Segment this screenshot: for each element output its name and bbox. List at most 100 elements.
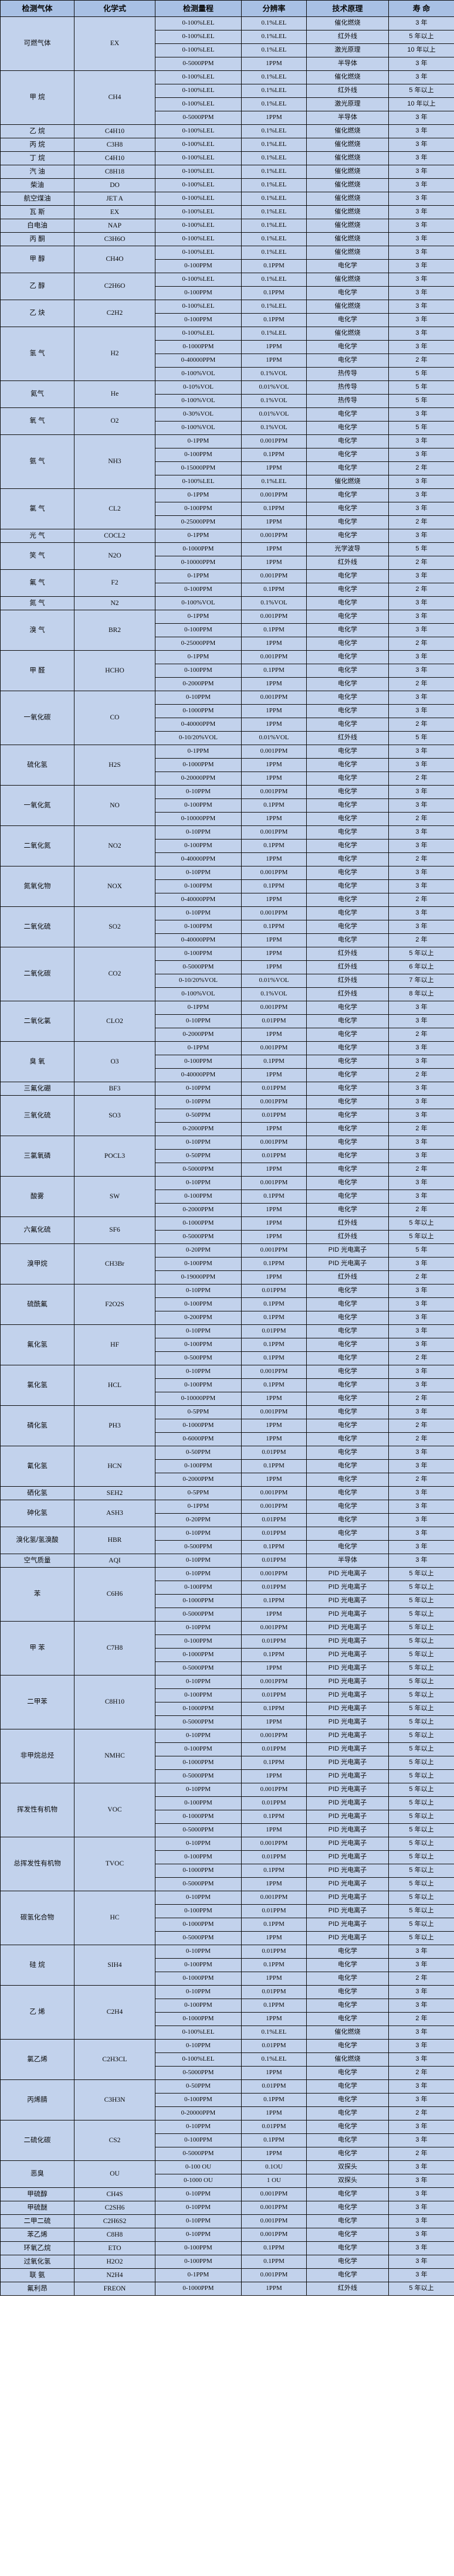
cell-life: 3 年 — [388, 448, 454, 462]
cell-life: 5 年以上 — [388, 1742, 454, 1756]
cell-range: 0-1PPM — [155, 569, 242, 583]
table-row: 0-5000PPM 1PPM PID 光电离子 5 年以上 — [1, 1608, 454, 1622]
cell-resolution: 1PPM — [241, 947, 307, 961]
cell-resolution: 0.1PPM — [241, 623, 307, 637]
cell-range: 0-10PPM — [155, 1176, 242, 1190]
cell-technology: PID 光电离子 — [306, 1742, 389, 1756]
cell-range: 0-100%LEL — [155, 30, 242, 44]
cell-range: 0-1PPM — [155, 1041, 242, 1055]
cell-technology: 催化燃烧 — [306, 300, 389, 314]
cell-resolution: 0.01PPM — [241, 1796, 307, 1810]
cell-range: 0-200PPM — [155, 1311, 242, 1325]
cell-range: 0-50PPM — [155, 1149, 242, 1163]
cell-resolution: 0.001PPM — [241, 1729, 307, 1743]
cell-resolution: 0.01PPM — [241, 1446, 307, 1460]
cell-gas: 一氧化氮 — [0, 785, 74, 826]
cell-range: 0-25000PPM — [155, 637, 242, 651]
cell-life: 3 年 — [388, 1405, 454, 1419]
cell-formula: SEH2 — [74, 1486, 155, 1500]
cell-resolution: 1PPM — [241, 57, 307, 71]
cell-resolution: 0.001PPM — [241, 1891, 307, 1905]
table-row: 0-5000PPM 1PPM PID 光电离子 5 年以上 — [1, 1823, 454, 1837]
cell-resolution: 0.001PPM — [241, 1567, 307, 1581]
cell-life: 5 年以上 — [388, 1823, 454, 1837]
cell-resolution: 0.01PPM — [241, 1581, 307, 1595]
cell-range: 0-2000PPM — [155, 1028, 242, 1042]
cell-technology: 电化学 — [306, 461, 389, 475]
table-row: 0-100PPM 0.01PPM PID 光电离子 5 年以上 — [1, 1634, 454, 1649]
cell-technology: PID 光电离子 — [306, 1796, 389, 1810]
cell-range: 0-20000PPM — [155, 772, 242, 786]
cell-range: 0-10PPM — [155, 1527, 242, 1541]
cell-range: 0-5000PPM — [155, 1823, 242, 1837]
cell-range: 0-10PPM — [155, 2228, 242, 2242]
table-row: 乙 醇 C2H6O 0-100%LEL 0.1%LEL 催化燃烧 3 年 — [0, 273, 454, 300]
cell-life: 6 年以上 — [388, 960, 454, 974]
cell-gas: 酸雾 — [0, 1176, 74, 1217]
cell-life: 3 年 — [388, 219, 454, 233]
table-row: 白电油 NAP 0-100%LEL 0.1%LEL 催化燃烧 3 年 — [0, 219, 454, 233]
table-row: 二甲二硫 C2H6S2 0-10PPM 0.001PPM 电化学 3 年 — [0, 2214, 454, 2228]
cell-life: 5 年以上 — [388, 1904, 454, 1918]
cell-resolution: 1PPM — [241, 515, 307, 529]
cell-resolution: 1PPM — [241, 1230, 307, 1244]
cell-life: 5 年以上 — [388, 1783, 454, 1797]
table-row: 可燃气体 EX 0-100%LEL 0.1%LEL 催化燃烧 3 年 — [0, 16, 454, 71]
cell-range: 0-100PPM — [155, 920, 242, 934]
cell-formula: C2H6O — [74, 273, 155, 300]
table-row: 0-100PPM 0.1PPM 电化学 3 年 — [1, 1338, 454, 1352]
cell-range: 0-100PPM — [155, 1378, 242, 1392]
cell-life: 3 年 — [388, 798, 454, 813]
cell-life: 5 年以上 — [388, 84, 454, 98]
table-row: 甲 醇 CH4O 0-100%LEL 0.1%LEL 催化燃烧 3 年 — [0, 246, 454, 273]
cell-technology: PID 光电离子 — [306, 1837, 389, 1851]
cell-life: 3 年 — [388, 1257, 454, 1271]
cell-resolution: 1PPM — [241, 461, 307, 475]
cell-life: 8 年以上 — [388, 987, 454, 1001]
table-row: 乙 炔 C2H2 0-100%LEL 0.1%LEL 催化燃烧 3 年 — [0, 300, 454, 327]
cell-technology: 电化学 — [306, 1028, 389, 1042]
table-row: 氰化氢 HCN 0-50PPM 0.01PPM 电化学 3 年 — [0, 1446, 454, 1487]
cell-life: 2 年 — [388, 1392, 454, 1406]
table-row: 0-40000PPM 1PPM 电化学 2 年 — [1, 718, 454, 732]
cell-range: 0-100PPM — [155, 1297, 242, 1311]
cell-resolution: 0.1PPM — [241, 664, 307, 678]
cell-range: 0-10/20%VOL — [155, 731, 242, 745]
cell-life: 5 年以上 — [388, 1688, 454, 1702]
cell-technology: 电化学 — [306, 1014, 389, 1028]
cell-range: 0-30%VOL — [155, 407, 242, 422]
cell-resolution: 0.1%LEL — [241, 84, 307, 98]
table-row: 0-5000PPM 1PPM PID 光电离子 5 年以上 — [1, 1715, 454, 1729]
table-row: 0-100PPM 0.1PPM 电化学 3 年 — [1, 313, 454, 327]
cell-resolution: 1PPM — [241, 893, 307, 907]
table-row: 二氧化碳 CO2 0-100PPM 1PPM 红外线 5 年以上 — [0, 947, 454, 1001]
cell-technology: 电化学 — [306, 1041, 389, 1055]
table-row: 硒化氢 SEH2 0-5PPM 0.001PPM 电化学 3 年 — [0, 1486, 454, 1500]
cell-resolution: 0.01PPM — [241, 1513, 307, 1527]
cell-range: 0-500PPM — [155, 1351, 242, 1365]
cell-resolution: 1PPM — [241, 960, 307, 974]
cell-range: 0-1000PPM — [155, 1702, 242, 1716]
cell-life: 3 年 — [388, 327, 454, 341]
cell-formula: SF6 — [74, 1216, 155, 1244]
cell-technology: 电化学 — [306, 421, 389, 435]
cell-resolution: 0.1%VOL — [241, 367, 307, 381]
table-row: 0-5000PPM 1PPM 电化学 2 年 — [1, 2147, 454, 2161]
table-row: 丁 烷 C4H10 0-100%LEL 0.1%LEL 催化燃烧 3 年 — [0, 151, 454, 165]
cell-resolution: 0.1%LEL — [241, 30, 307, 44]
cell-technology: 电化学 — [306, 906, 389, 920]
cell-technology: 电化学 — [306, 933, 389, 947]
table-row: 甲 醛 HCHO 0-1PPM 0.001PPM 电化学 3 年 — [0, 650, 454, 691]
table-row: 二氧化氮 NO2 0-10PPM 0.001PPM 电化学 3 年 — [0, 825, 454, 866]
cell-resolution: 0.1%LEL — [241, 151, 307, 165]
table-row: 0-100PPM 0.1PPM 电化学 3 年 — [1, 448, 454, 462]
cell-resolution: 1PPM — [241, 1661, 307, 1676]
cell-technology: 电化学 — [306, 1446, 389, 1460]
cell-life: 10 年以上 — [388, 43, 454, 57]
cell-formula: CO2 — [74, 947, 155, 1001]
table-row: 0-100%LEL 0.1%LEL 红外线 5 年以上 — [1, 84, 454, 98]
cell-life: 5 年以上 — [388, 1715, 454, 1729]
cell-range: 0-1PPM — [155, 488, 242, 502]
cell-range: 0-50PPM — [155, 1109, 242, 1123]
cell-resolution: 0.1%LEL — [241, 205, 307, 219]
